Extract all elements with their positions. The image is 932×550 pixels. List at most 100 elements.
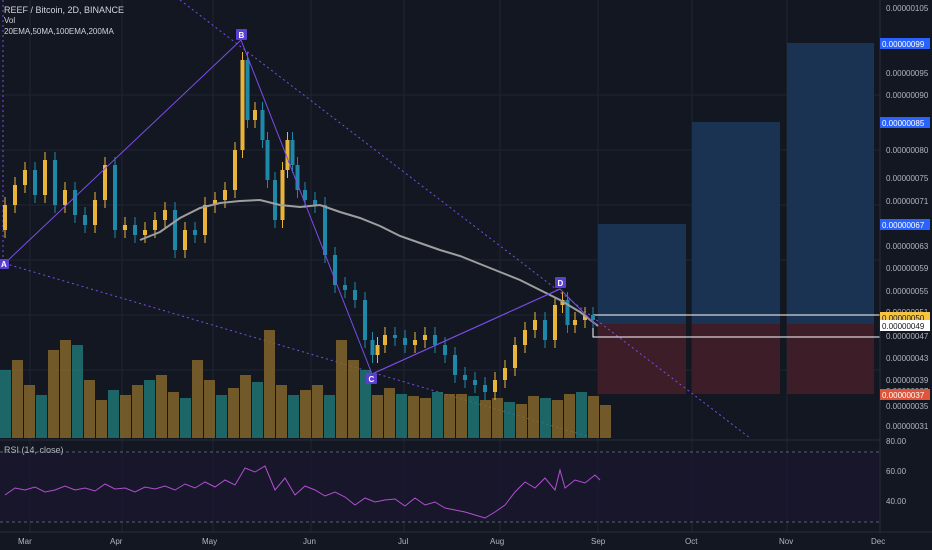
candle-body	[233, 150, 237, 190]
svg-text:C: C	[369, 375, 375, 384]
svg-text:0.00000049: 0.00000049	[882, 322, 925, 331]
candle-body	[163, 210, 167, 220]
price-tag-blue-3: 0.00000067	[880, 219, 930, 230]
candle-body	[513, 345, 517, 368]
volume-bar	[240, 375, 251, 438]
stop-box-2[interactable]	[692, 324, 780, 394]
volume-bar	[372, 395, 383, 438]
time-axis[interactable]: Mar Apr May Jun Jul Aug Sep Oct Nov Dec	[0, 531, 932, 550]
volume-legend[interactable]: Vol	[4, 16, 16, 25]
indicator-legend[interactable]: 20EMA,50MA,100EMA,200MA	[4, 27, 114, 36]
candle-body	[313, 200, 317, 205]
candle-body	[383, 335, 387, 345]
volume-bar	[492, 398, 503, 438]
volume-bar	[108, 390, 119, 438]
pattern-point-c[interactable]: C	[366, 373, 377, 384]
stop-box-3[interactable]	[787, 324, 874, 394]
candle-body	[13, 185, 17, 205]
volume-bar	[420, 398, 431, 438]
candle-body	[303, 190, 307, 200]
price-tag-blue-1: 0.00000099	[880, 38, 930, 49]
candle-body	[93, 200, 97, 225]
symbol-legend[interactable]: REEF / Bitcoin, 2D, BINANCE	[4, 5, 125, 15]
moving-average-line[interactable]	[139, 198, 599, 327]
candle-body	[591, 315, 595, 320]
pattern-point-a[interactable]: A	[0, 259, 9, 269]
price-axis-label: 0.00000055	[886, 287, 929, 296]
price-axis-label: 0.00000043	[886, 354, 929, 363]
time-axis-label: Mar	[18, 537, 32, 546]
candle-body	[260, 110, 265, 140]
candle-body	[123, 225, 127, 230]
volume-bar	[120, 395, 131, 438]
target-box-2[interactable]	[692, 122, 780, 324]
candle-body	[193, 230, 197, 235]
svg-text:0.00000037: 0.00000037	[882, 391, 925, 400]
candle-body	[3, 205, 7, 230]
volume-bar	[48, 350, 59, 438]
candle-body	[240, 60, 245, 150]
candle-body	[403, 338, 407, 345]
volume-bar	[600, 405, 611, 438]
volume-bar	[324, 395, 335, 438]
candle-body	[280, 170, 285, 220]
price-axis-label: 0.00000105	[886, 4, 929, 13]
price-axis-label: 0.00000063	[886, 242, 929, 251]
candle-body	[583, 315, 587, 320]
volume-bar	[96, 400, 107, 438]
trend-lines[interactable]	[0, 0, 751, 439]
pattern-point-b[interactable]: B	[236, 29, 247, 40]
volume-bar	[588, 396, 599, 438]
price-axis-label: 0.00000047	[886, 332, 929, 341]
position-boxes[interactable]	[592, 43, 882, 394]
price-axis[interactable]: 0.00000105 0.00000099 0.00000095 0.00000090…	[879, 0, 932, 532]
volume-bar	[480, 400, 491, 438]
rsi-line[interactable]	[4, 465, 601, 519]
rsi-level-40: 40.00	[886, 497, 907, 506]
candle-body	[553, 305, 557, 340]
svg-text:A: A	[1, 260, 7, 269]
rsi-pane	[0, 439, 932, 523]
candlesticks[interactable]	[3, 52, 595, 400]
candle-body	[103, 165, 107, 200]
volume-bar	[360, 370, 371, 438]
candle-body	[245, 60, 250, 120]
candle-body	[370, 340, 375, 355]
candle-body	[473, 380, 477, 385]
volume-bar	[252, 382, 263, 438]
volume-bar	[228, 388, 239, 438]
volume-bar	[132, 385, 143, 438]
price-tag-yellow: 0.00000050	[880, 312, 930, 323]
volume-bar	[516, 404, 527, 438]
volume-bar	[264, 330, 275, 438]
rsi-legend[interactable]: RSI (14, close)	[4, 445, 64, 455]
volume-bar	[36, 395, 47, 438]
volume-bar	[408, 396, 419, 438]
volume-bar	[528, 396, 539, 438]
svg-text:0.00000099: 0.00000099	[882, 40, 925, 49]
target-box-3[interactable]	[787, 43, 874, 324]
stop-box-1[interactable]	[598, 324, 686, 394]
candle-body	[183, 230, 187, 250]
volume-bar	[0, 370, 11, 438]
price-axis-label: 0.00000071	[886, 197, 929, 206]
time-axis-label: Apr	[110, 537, 123, 546]
candle-body	[333, 255, 337, 285]
volume-bar	[300, 390, 311, 438]
volume-bar	[276, 385, 287, 438]
candle-body	[113, 165, 117, 230]
candle-body	[375, 345, 380, 355]
candle-body	[73, 190, 77, 215]
target-box-1[interactable]	[598, 224, 686, 324]
svg-text:D: D	[558, 279, 564, 288]
volume-bar	[348, 360, 359, 438]
time-axis-label: Dec	[871, 537, 885, 546]
price-axis-label: 0.00000090	[886, 91, 929, 100]
candle-body	[23, 170, 27, 185]
pattern-point-d[interactable]: D	[555, 277, 566, 288]
candle-body	[363, 300, 367, 340]
volume-bar	[444, 394, 455, 438]
candle-body	[503, 368, 507, 380]
candle-body	[273, 180, 277, 220]
